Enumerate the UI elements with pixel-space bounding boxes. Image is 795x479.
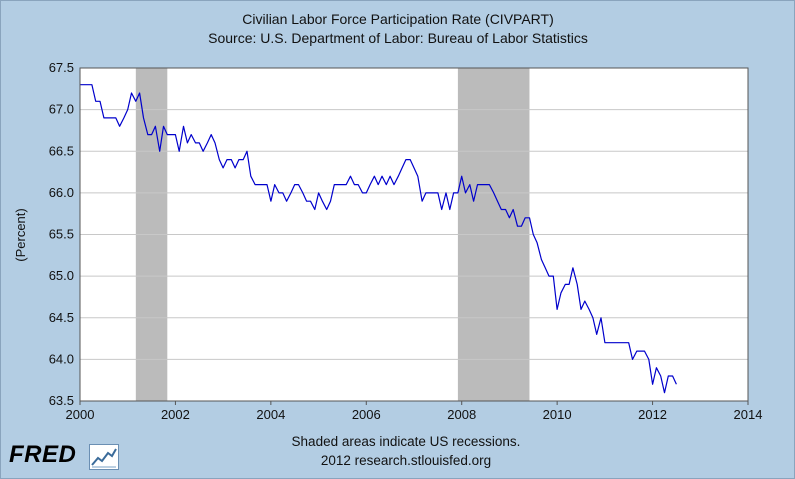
y-tick-label: 64.0 xyxy=(49,351,74,366)
x-tick-label: 2004 xyxy=(256,407,285,422)
x-tick-label: 2008 xyxy=(447,407,476,422)
x-tick-label: 2012 xyxy=(638,407,667,422)
y-axis-label: (Percent) xyxy=(13,208,28,261)
y-tick-label: 67.5 xyxy=(49,60,74,75)
y-tick-label: 66.5 xyxy=(49,143,74,158)
x-tick-label: 2000 xyxy=(66,407,95,422)
chart-subtitle: Source: U.S. Department of Labor: Bureau… xyxy=(208,30,588,46)
recession-note: Shaded areas indicate US recessions. xyxy=(292,434,521,449)
y-tick-label: 66.0 xyxy=(49,185,74,200)
chart-title: Civilian Labor Force Participation Rate … xyxy=(242,11,554,27)
x-tick-labels: 2000 2002 2004 2006 2008 2010 2012 2014 xyxy=(66,401,763,422)
y-tick-label: 65.5 xyxy=(49,227,74,242)
plot-border xyxy=(79,67,749,402)
x-tick-label: 2014 xyxy=(734,407,763,422)
x-tick-label: 2002 xyxy=(161,407,190,422)
series-lines xyxy=(80,84,677,394)
series-line-civpart xyxy=(80,84,677,394)
x-tick-label: 2006 xyxy=(352,407,381,422)
fred-logo[interactable]: FRED xyxy=(9,441,119,471)
x-tick-label: 2010 xyxy=(543,407,572,422)
y-tick-label: 67.0 xyxy=(49,102,74,117)
line-graph-icon xyxy=(89,444,119,470)
y-tick-labels: 63.5 64.0 64.5 65.0 65.5 66.0 66.5 67.0 67.5 xyxy=(49,60,74,408)
fred-logo-text: FRED xyxy=(9,441,77,468)
footer-credit: 2012 research.stlouisfed.org xyxy=(321,453,491,468)
y-tick-label: 63.5 xyxy=(49,393,74,408)
y-tick-label: 64.5 xyxy=(49,310,74,325)
y-tick-label: 65.0 xyxy=(49,268,74,283)
